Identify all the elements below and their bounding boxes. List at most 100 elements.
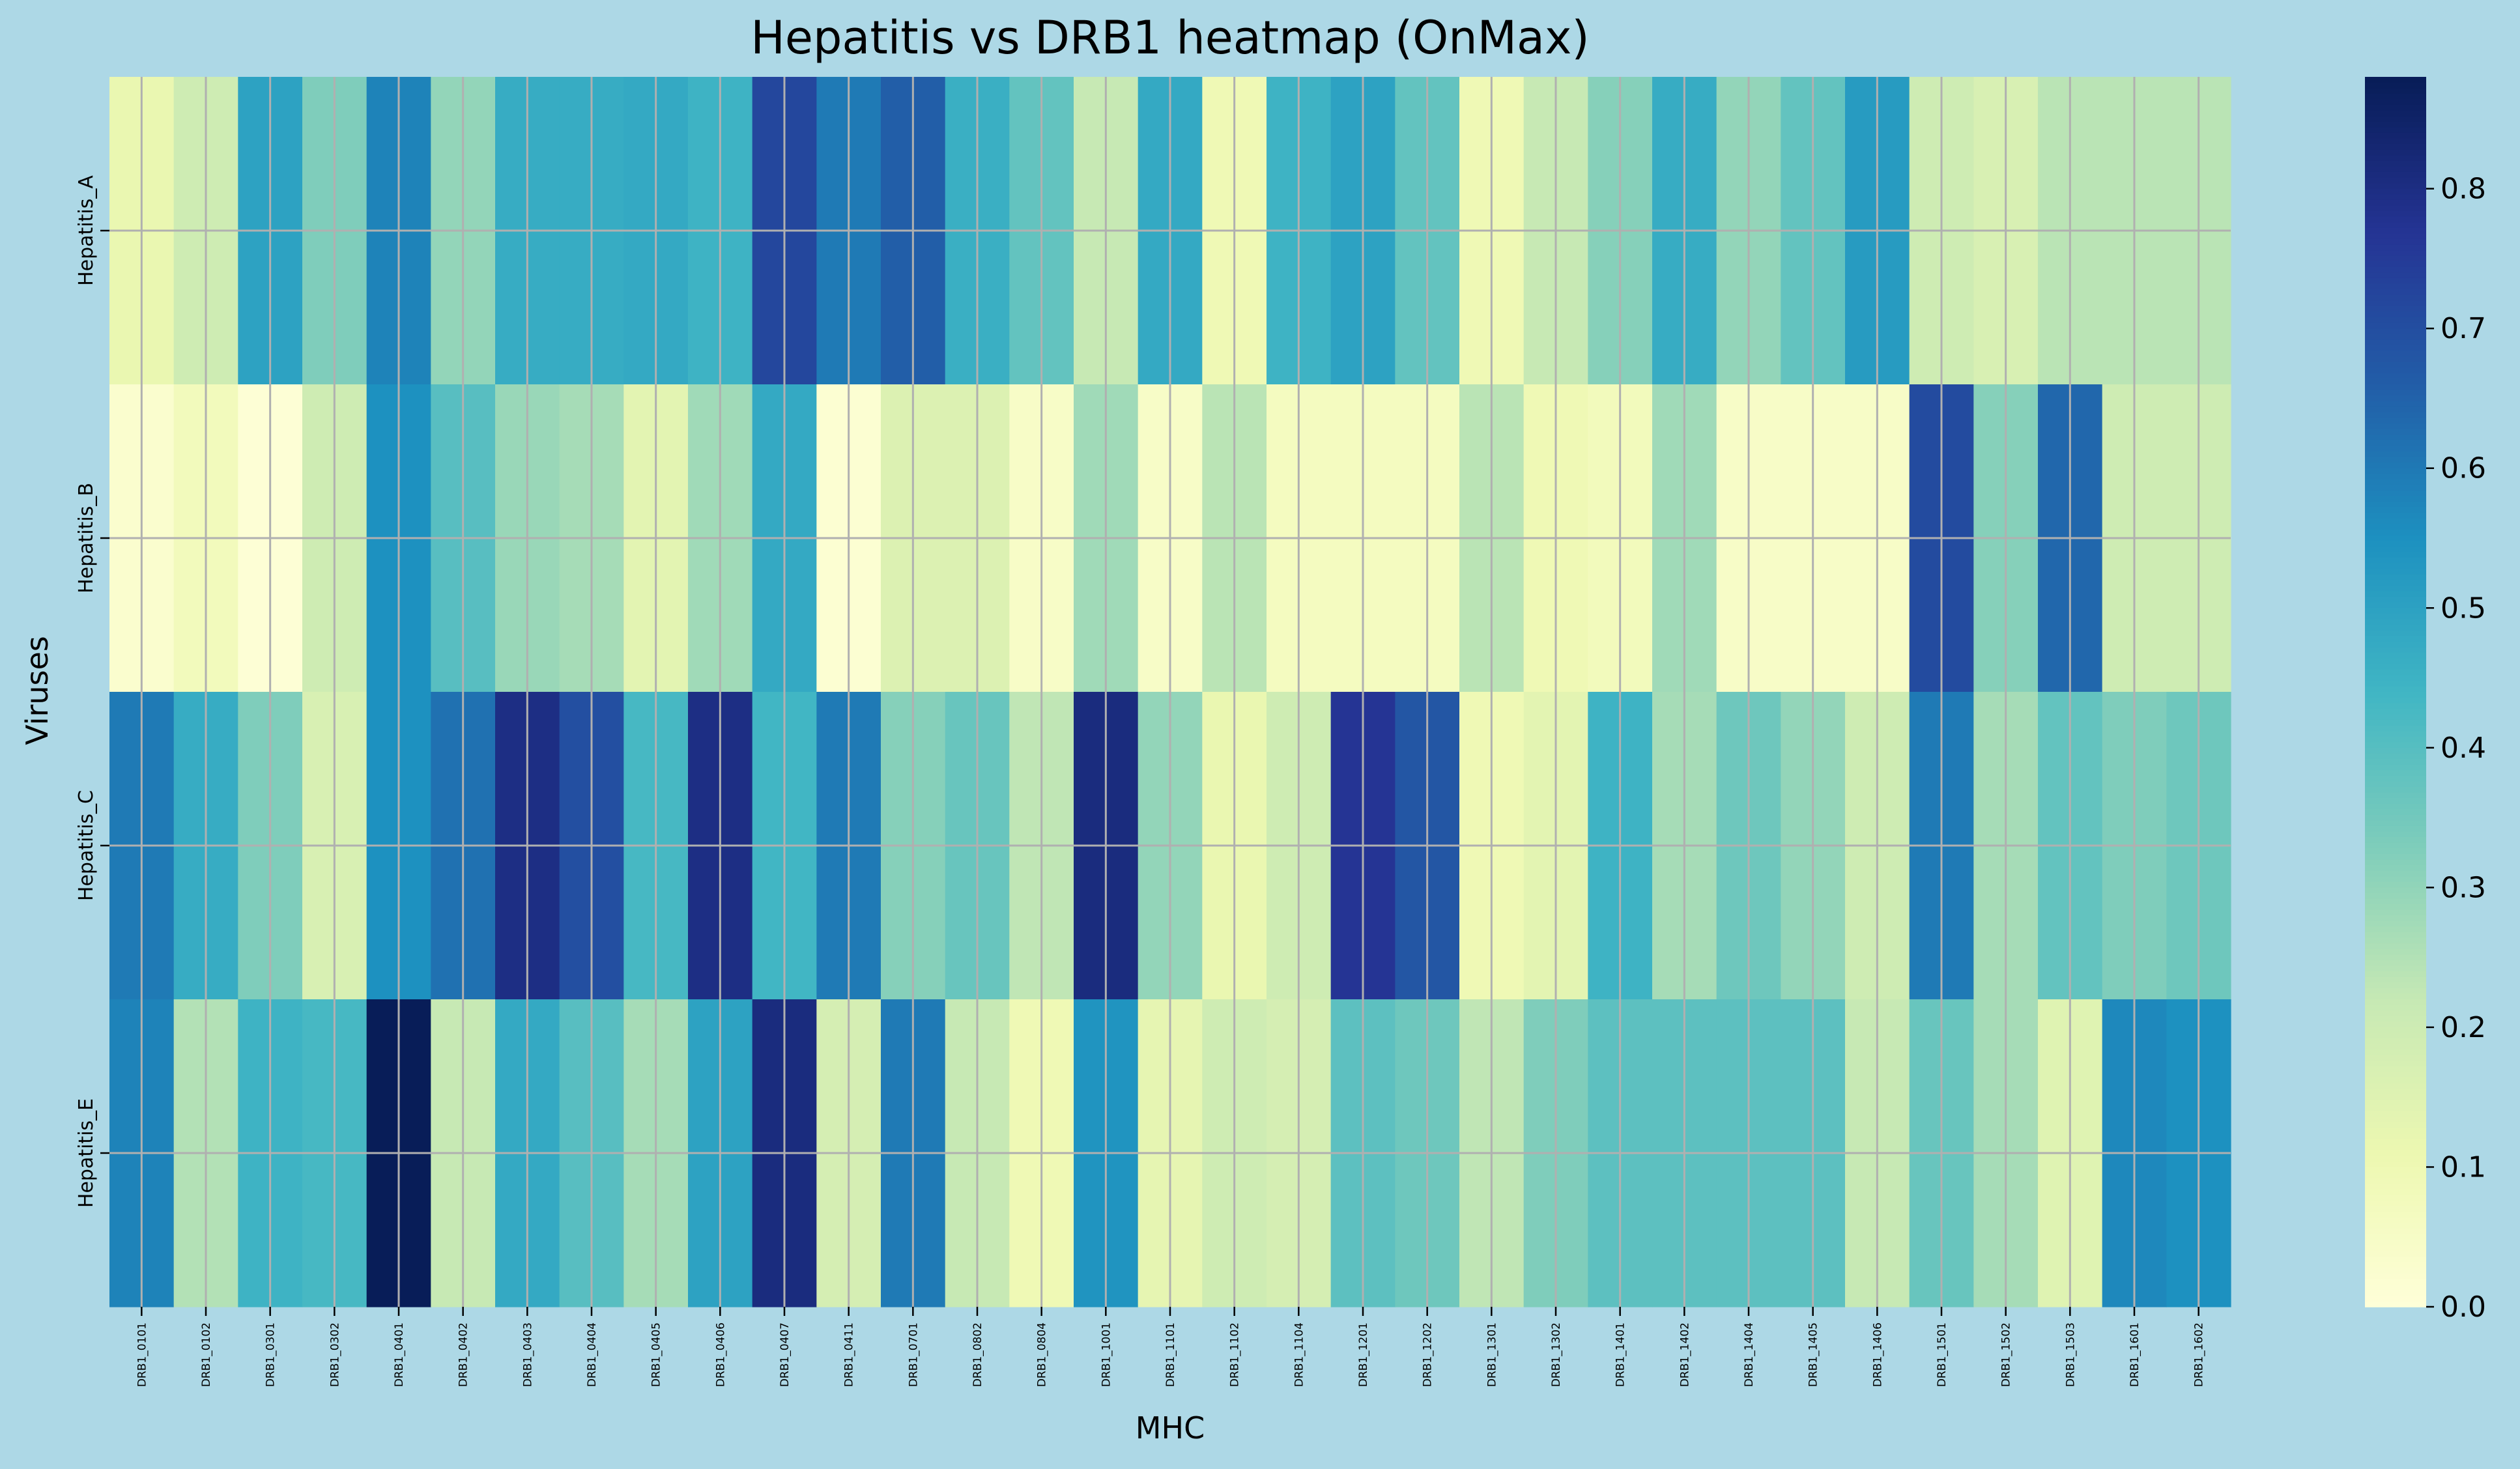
colorbar-segment	[2365, 1161, 2426, 1168]
colorbar-segment	[2365, 1256, 2426, 1263]
x-tick-label: DRB1_0405	[650, 1322, 663, 1387]
colorbar-segment	[2365, 77, 2426, 83]
colorbar-segment	[2365, 1273, 2426, 1279]
x-tick-label: DRB1_1001	[1100, 1322, 1113, 1387]
colorbar-segment	[2365, 988, 2426, 995]
colorbar-segment	[2365, 457, 2426, 463]
colorbar-segment	[2365, 825, 2426, 833]
colorbar-segment	[2365, 166, 2426, 173]
x-tick-label: DRB1_0802	[971, 1322, 984, 1387]
colorbar-segment	[2365, 686, 2426, 692]
colorbar-segment	[2365, 1072, 2426, 1078]
colorbar-segment	[2365, 764, 2426, 771]
x-tick-label: DRB1_0804	[1036, 1322, 1049, 1387]
colorbar-segment	[2365, 630, 2426, 636]
colorbar-segment	[2365, 339, 2426, 346]
x-tick-label: DRB1_1602	[2193, 1322, 2206, 1387]
colorbar-segment	[2365, 820, 2426, 827]
x-tick-label: DRB1_1501	[1936, 1322, 1949, 1387]
x-tick-label: DRB1_0407	[779, 1322, 792, 1387]
x-axis-label: MHC	[1136, 1410, 1205, 1446]
colorbar-segment	[2365, 384, 2426, 391]
colorbar-segment	[2365, 853, 2426, 861]
colorbar-segment	[2365, 675, 2426, 681]
colorbar-segment	[2365, 993, 2426, 1000]
x-tick-label: DRB1_0302	[328, 1322, 341, 1387]
colorbar-segment	[2365, 597, 2426, 603]
colorbar-segment	[2365, 138, 2426, 145]
colorbar-segment	[2365, 1200, 2426, 1207]
colorbar-segment	[2365, 502, 2426, 508]
colorbar-segment	[2365, 1105, 2426, 1112]
colorbar-segment	[2365, 1033, 2426, 1039]
x-tick-label: DRB1_1401	[1614, 1322, 1627, 1387]
colorbar-segment	[2365, 390, 2426, 396]
colorbar-segment	[2365, 842, 2426, 849]
colorbar-segment	[2365, 608, 2426, 614]
x-tick-label: DRB1_1202	[1422, 1322, 1435, 1387]
x-axis-ticks: DRB1_0101 DRB1_0102 DRB1_0301 DRB1_0302 DRB1…	[136, 1307, 2206, 1387]
colorbar-segment	[2365, 652, 2426, 659]
colorbar-segment	[2365, 451, 2426, 458]
colorbar-segment	[2365, 999, 2426, 1006]
colorbar-segment	[2365, 831, 2426, 838]
colorbar-segment	[2365, 278, 2426, 285]
colorbar-segment	[2365, 647, 2426, 653]
colorbar-segment	[2365, 1117, 2426, 1123]
colorbar-segment	[2365, 93, 2426, 100]
colorbar-segment	[2365, 463, 2426, 469]
colorbar-segment	[2365, 418, 2426, 424]
colorbar-segment	[2365, 703, 2426, 709]
colorbar-segment	[2365, 887, 2426, 894]
x-tick-label: DRB1_0402	[457, 1322, 470, 1387]
colorbar-segment	[2365, 965, 2426, 972]
colorbar-segment	[2365, 395, 2426, 402]
colorbar-segment	[2365, 1262, 2426, 1268]
y-axis-label: Viruses	[20, 636, 55, 745]
colorbar-segment	[2365, 1061, 2426, 1067]
colorbar-segment	[2365, 1066, 2426, 1073]
colorbar-segment	[2365, 692, 2426, 698]
colorbar-segment	[2365, 1284, 2426, 1291]
colorbar-tick-label: 0.3	[2441, 871, 2486, 904]
colorbar-segment	[2365, 183, 2426, 190]
colorbar-segment	[2365, 731, 2426, 737]
colorbar-segment	[2365, 1167, 2426, 1173]
colorbar-segment	[2365, 708, 2426, 715]
colorbar-segment	[2365, 149, 2426, 156]
colorbar-segment	[2365, 943, 2426, 950]
colorbar-segment	[2365, 1223, 2426, 1229]
colorbar-segment	[2365, 350, 2426, 357]
colorbar-segment	[2365, 898, 2426, 905]
colorbar-segment	[2365, 1038, 2426, 1045]
colorbar-segment	[2365, 747, 2426, 754]
colorbar-segment	[2365, 1301, 2426, 1307]
colorbar-segment	[2365, 479, 2426, 486]
colorbar-segment	[2365, 1234, 2426, 1240]
colorbar-segment	[2365, 535, 2426, 542]
colorbar-segment	[2365, 591, 2426, 597]
colorbar-segment	[2365, 1245, 2426, 1251]
colorbar-segment	[2365, 322, 2426, 329]
colorbar-segment	[2365, 1055, 2426, 1062]
y-tick-label: Hepatitis_C	[75, 790, 98, 901]
colorbar-segment	[2365, 881, 2426, 889]
colorbar-segment	[2365, 440, 2426, 447]
colorbar-segment	[2365, 971, 2426, 978]
colorbar-segment	[2365, 541, 2426, 547]
x-tick-label: DRB1_0403	[521, 1322, 534, 1387]
x-tick-label: DRB1_1301	[1485, 1322, 1498, 1387]
colorbar-tick-label: 0.6	[2441, 452, 2486, 485]
colorbar-segment	[2365, 697, 2426, 704]
x-tick-label: DRB1_1404	[1743, 1322, 1756, 1387]
colorbar-segment	[2365, 1145, 2426, 1151]
colorbar-segment	[2365, 266, 2426, 274]
colorbar-segment	[2365, 300, 2426, 307]
colorbar-segment	[2365, 222, 2426, 229]
colorbar-segment	[2365, 513, 2426, 519]
colorbar-segment	[2365, 311, 2426, 318]
colorbar-tick-label: 0.5	[2441, 592, 2486, 625]
colorbar-segment	[2365, 1217, 2426, 1224]
colorbar-segment	[2365, 758, 2426, 765]
x-tick-label: DRB1_1102	[1229, 1322, 1242, 1387]
